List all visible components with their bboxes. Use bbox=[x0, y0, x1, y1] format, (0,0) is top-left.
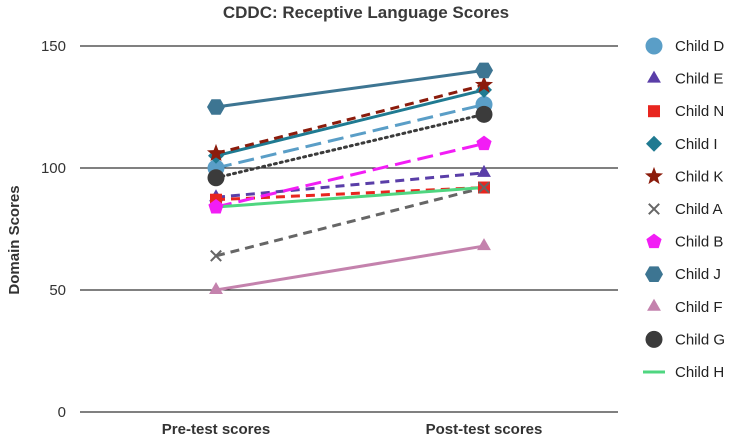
legend-swatch bbox=[648, 203, 660, 215]
data-point-child-f-post bbox=[477, 238, 491, 251]
series-line-child-i bbox=[215, 88, 485, 158]
gridlines bbox=[80, 45, 618, 413]
legend-swatch bbox=[647, 70, 661, 83]
legend-item-child-h: Child H bbox=[643, 364, 724, 381]
series-line-child-e bbox=[215, 171, 485, 199]
legend-label: Child E bbox=[675, 71, 723, 88]
legend-swatch bbox=[645, 266, 663, 282]
data-point-child-f-pre bbox=[209, 282, 223, 294]
legend-item-child-g: Child G bbox=[645, 330, 725, 348]
y-axis-label: Domain Scores bbox=[6, 185, 23, 294]
y-tick-labels: 0 50 100 150 bbox=[41, 38, 66, 421]
legend-item-child-e: Child E bbox=[647, 70, 723, 88]
legend-item-child-n: Child N bbox=[648, 103, 724, 120]
y-tick-label: 100 bbox=[41, 160, 66, 177]
legend-swatch bbox=[646, 233, 662, 249]
data-point-child-b-pre bbox=[208, 199, 224, 214]
data-point-child-j-pre bbox=[207, 99, 225, 115]
legend-item-child-a: Child A bbox=[648, 201, 723, 218]
legend-swatch bbox=[646, 135, 662, 152]
legend-label: Child H bbox=[675, 364, 724, 381]
legend-label: Child I bbox=[675, 136, 718, 153]
series-lines bbox=[214, 68, 486, 292]
series-line-child-a bbox=[215, 186, 485, 258]
x-category-label: Pre-test scores bbox=[162, 421, 270, 438]
chart-title: CDDC: Receptive Language Scores bbox=[223, 3, 509, 22]
legend-item-child-i: Child I bbox=[646, 135, 718, 153]
legend-label: Child B bbox=[675, 234, 723, 251]
series-line-child-g bbox=[214, 112, 486, 180]
legend-label: Child F bbox=[675, 299, 723, 316]
x-category-labels: Pre-test scores Post-test scores bbox=[162, 421, 543, 438]
legend-item-child-b: Child B bbox=[646, 233, 723, 251]
legend-swatch bbox=[648, 105, 660, 118]
legend-label: Child K bbox=[675, 168, 723, 185]
series-line-child-d bbox=[215, 103, 485, 170]
data-point-child-j-post bbox=[475, 62, 493, 79]
y-tick-label: 150 bbox=[41, 38, 66, 55]
data-point-child-k-pre bbox=[206, 143, 226, 162]
legend-item-child-f: Child F bbox=[647, 298, 723, 316]
series-markers bbox=[206, 62, 494, 294]
legend-swatch bbox=[645, 37, 663, 55]
x-category-label: Post-test scores bbox=[426, 421, 543, 438]
legend-label: Child D bbox=[675, 38, 724, 55]
legend-label: Child G bbox=[675, 331, 725, 348]
legend-item-child-j: Child J bbox=[645, 266, 721, 283]
data-point-child-b-post bbox=[476, 135, 492, 151]
legend-item-child-k: Child K bbox=[644, 166, 723, 185]
data-point-child-g-pre bbox=[207, 169, 225, 187]
legend-item-child-d: Child D bbox=[645, 37, 724, 55]
data-point-child-a-pre bbox=[210, 249, 222, 262]
legend-swatch bbox=[645, 330, 663, 348]
legend-label: Child N bbox=[675, 103, 724, 120]
y-tick-label: 0 bbox=[58, 404, 66, 421]
series-line-child-j bbox=[215, 68, 485, 109]
data-point-child-k-post bbox=[474, 75, 494, 93]
legend-label: Child A bbox=[675, 201, 723, 218]
y-tick-label: 50 bbox=[49, 282, 66, 299]
legend-swatch bbox=[647, 298, 661, 311]
data-point-child-a-post bbox=[478, 181, 490, 194]
series-line-child-h bbox=[215, 186, 485, 209]
series-line-child-k bbox=[215, 83, 485, 155]
legend-label: Child J bbox=[675, 266, 721, 283]
legend-swatch bbox=[644, 166, 664, 185]
legend: Child D Child E Child N Child I Child K Child… bbox=[643, 37, 725, 381]
data-point-child-g-post bbox=[475, 105, 493, 123]
data-point-child-e-post bbox=[477, 164, 491, 177]
series-line-child-f bbox=[215, 244, 485, 292]
